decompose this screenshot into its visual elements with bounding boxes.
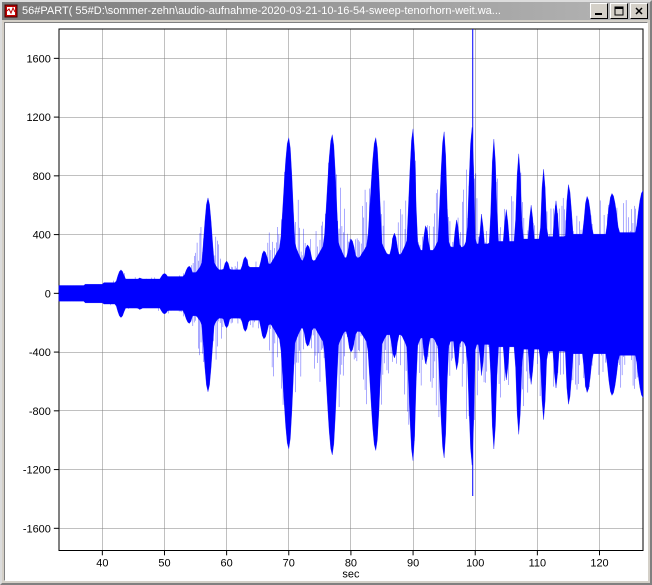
svg-text:800: 800 (33, 171, 51, 183)
svg-text:-800: -800 (29, 406, 51, 418)
svg-text:1600: 1600 (26, 53, 50, 65)
svg-text:90: 90 (407, 557, 419, 569)
window-buttons (588, 3, 648, 19)
svg-text:-1200: -1200 (23, 464, 51, 476)
minimize-button[interactable] (590, 3, 608, 19)
waveform-chart: 405060708090100110120-1600-1200-800-4000… (5, 23, 647, 580)
svg-text:-1600: -1600 (23, 523, 51, 535)
svg-text:100: 100 (466, 557, 484, 569)
svg-text:sec: sec (342, 568, 360, 580)
svg-text:0: 0 (45, 288, 51, 300)
chart-area: 405060708090100110120-1600-1200-800-4000… (4, 22, 648, 581)
svg-text:70: 70 (283, 557, 295, 569)
window-title: 56#PART( 55#D:\sommer-zehn\audio-aufnahm… (22, 5, 588, 17)
svg-text:-400: -400 (29, 347, 51, 359)
titlebar[interactable]: 56#PART( 55#D:\sommer-zehn\audio-aufnahm… (2, 2, 650, 20)
svg-text:1200: 1200 (26, 112, 50, 124)
svg-text:110: 110 (529, 557, 546, 569)
svg-text:60: 60 (221, 557, 233, 569)
window: 56#PART( 55#D:\sommer-zehn\audio-aufnahm… (0, 0, 652, 585)
svg-text:50: 50 (158, 557, 170, 569)
svg-text:400: 400 (33, 229, 51, 241)
svg-text:40: 40 (96, 557, 108, 569)
maximize-button[interactable] (610, 3, 628, 19)
svg-text:120: 120 (590, 557, 608, 569)
close-button[interactable] (630, 3, 648, 19)
app-icon (4, 4, 18, 18)
